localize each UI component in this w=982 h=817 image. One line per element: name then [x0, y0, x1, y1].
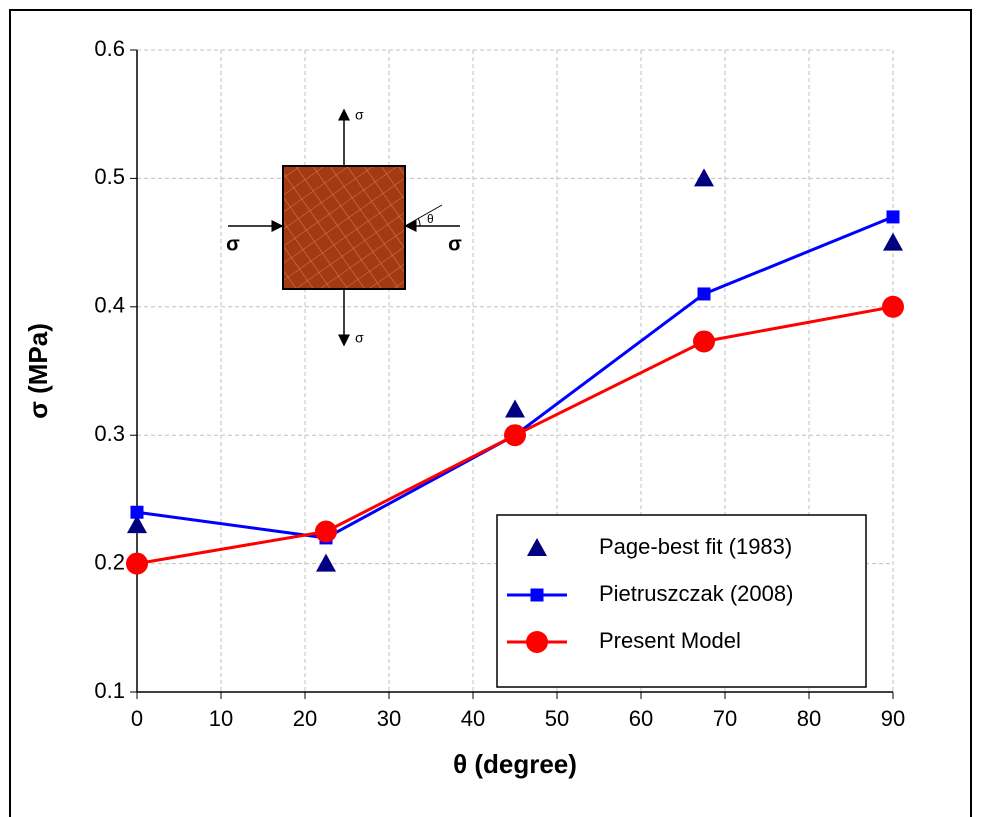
- angle-line: [404, 204, 443, 227]
- y-axis-title: σ (MPa): [23, 323, 53, 419]
- legend-label: Page-best fit (1983): [599, 534, 792, 559]
- marker-triangle: [127, 515, 147, 534]
- inset-label: σ: [355, 107, 364, 123]
- legend-label: Present Model: [599, 628, 741, 653]
- y-tick-label: 0.5: [94, 164, 125, 189]
- angle-arc: [417, 217, 421, 227]
- inset-label: θ: [427, 212, 434, 226]
- legend-marker: [530, 588, 544, 602]
- y-tick-label: 0.6: [94, 36, 125, 61]
- x-tick-label: 50: [545, 706, 569, 731]
- marker-triangle: [316, 553, 336, 572]
- y-tick-label: 0.4: [94, 293, 125, 318]
- x-tick-label: 10: [209, 706, 233, 731]
- frame: [9, 9, 972, 817]
- specimen: [282, 165, 406, 290]
- marker-circle: [504, 424, 526, 447]
- inset-label: σ: [448, 233, 462, 255]
- legend-box: [496, 514, 867, 688]
- x-axis-title: θ (degree): [453, 749, 577, 779]
- legend-marker: [526, 631, 548, 653]
- x-tick-label: 60: [629, 706, 653, 731]
- marker-square: [130, 505, 144, 519]
- marker-triangle: [883, 232, 903, 251]
- x-tick-label: 70: [713, 706, 737, 731]
- y-tick-label: 0.1: [94, 678, 125, 703]
- inset-diagram: σ σ σ σ θ: [226, 107, 462, 347]
- marker-circle: [315, 520, 337, 543]
- marker-triangle: [505, 399, 525, 418]
- y-tick-label: 0.2: [94, 549, 125, 574]
- marker-square: [886, 210, 900, 224]
- legend-marker: [527, 538, 547, 556]
- x-tick-label: 90: [881, 706, 905, 731]
- x-tick-label: 0: [131, 706, 143, 731]
- inset-label: σ: [355, 330, 364, 346]
- x-tick-label: 40: [461, 706, 485, 731]
- x-tick-label: 20: [293, 706, 317, 731]
- marker-circle: [882, 295, 904, 318]
- x-tick-label: 30: [377, 706, 401, 731]
- marker-circle: [126, 552, 148, 575]
- marker-triangle: [694, 168, 714, 187]
- inset-label: σ: [226, 233, 240, 255]
- y-tick-label: 0.3: [94, 421, 125, 446]
- marker-square: [697, 287, 711, 301]
- marker-circle: [693, 330, 715, 353]
- legend-label: Pietruszczak (2008): [599, 581, 793, 606]
- series-line: [136, 215, 894, 540]
- x-tick-label: 80: [797, 706, 821, 731]
